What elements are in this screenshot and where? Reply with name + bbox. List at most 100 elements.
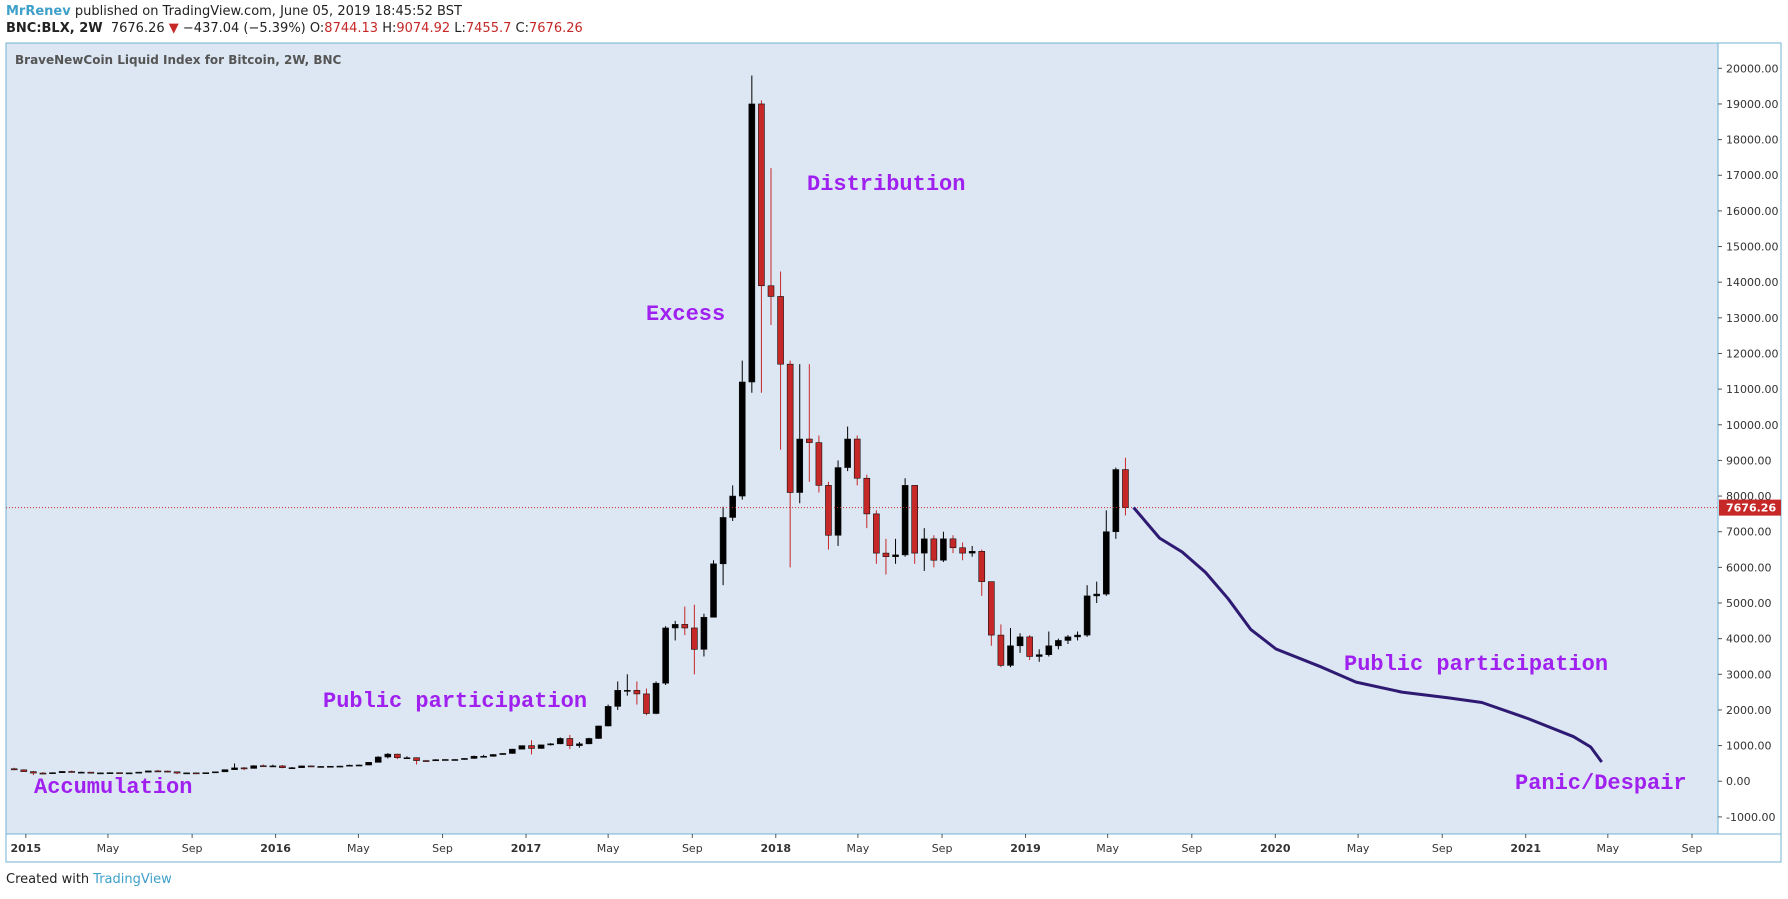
x-tick-label: May xyxy=(347,842,370,855)
candle-body xyxy=(882,552,890,557)
y-tick-label: -1000.00 xyxy=(1726,811,1775,824)
candle-body xyxy=(336,765,344,768)
candle-body xyxy=(307,765,315,768)
symbol: BNC:BLX, 2W xyxy=(6,21,103,36)
arrow: ▼ xyxy=(168,21,179,36)
candle-body xyxy=(796,438,804,493)
candle-body xyxy=(595,725,602,739)
annotation: Excess xyxy=(646,302,725,327)
ohlc-value: 8744.13 xyxy=(324,21,379,36)
candle-body xyxy=(988,581,995,636)
candle-body xyxy=(173,771,181,774)
y-tick-label: 5000.00 xyxy=(1726,597,1772,610)
created-with: Created with xyxy=(6,872,90,887)
x-tick-label: 2021 xyxy=(1510,842,1541,855)
candle-body xyxy=(892,554,899,557)
candle-body xyxy=(681,624,689,629)
y-tick-label: 20000.00 xyxy=(1726,62,1779,75)
candle-body xyxy=(786,363,794,493)
y-tick-label: 9000.00 xyxy=(1726,454,1772,467)
candle-body xyxy=(920,538,928,554)
candle-body xyxy=(269,765,277,768)
candle-body xyxy=(1035,654,1043,657)
candle-body xyxy=(1064,636,1072,641)
candle-body xyxy=(834,467,842,536)
candle-body xyxy=(20,769,28,772)
candle-body xyxy=(566,738,574,746)
y-tick-label: 0.00 xyxy=(1726,775,1751,788)
candle-body xyxy=(145,770,152,773)
candle-body xyxy=(700,616,708,650)
candle-body xyxy=(949,538,957,549)
candle-body xyxy=(968,551,976,554)
candle-body xyxy=(767,285,775,297)
x-tick-label: May xyxy=(1347,842,1370,855)
x-tick-label: May xyxy=(97,842,120,855)
candle-body xyxy=(815,442,823,486)
candle-body xyxy=(719,517,727,565)
candle-body xyxy=(604,706,612,727)
candle-body xyxy=(259,765,267,768)
candle-body xyxy=(911,485,918,554)
candle-body xyxy=(978,551,986,582)
candle-body xyxy=(738,381,746,497)
projection-line xyxy=(1132,506,1603,763)
annotation: Distribution xyxy=(807,172,965,197)
candle-body xyxy=(154,770,162,773)
ohlc-value: 7676.26 xyxy=(529,21,583,36)
candle-body xyxy=(863,477,871,515)
candle-body xyxy=(556,738,564,745)
ohlc-value: 9074.92 xyxy=(396,21,451,36)
x-tick-label: May xyxy=(1096,842,1119,855)
candle-body xyxy=(710,563,717,618)
price-axis xyxy=(1717,42,1782,835)
ohlc-label: C: xyxy=(515,21,529,36)
candle-body xyxy=(202,772,210,774)
candle-body xyxy=(671,624,679,629)
annotation: Public participation xyxy=(323,689,587,714)
y-tick-label: 15000.00 xyxy=(1726,241,1779,254)
change: −437.04 (−5.39%) xyxy=(182,21,306,36)
y-tick-label: 3000.00 xyxy=(1726,668,1772,681)
y-tick-label: 7000.00 xyxy=(1726,526,1772,539)
published: published on TradingView.com, June 05, 2… xyxy=(74,4,462,19)
candle-body xyxy=(30,771,37,774)
candle-body xyxy=(691,627,698,650)
candle-body xyxy=(1102,531,1110,595)
x-tick-label: 2016 xyxy=(260,842,291,855)
candle-body xyxy=(777,296,784,365)
annotation: Public participation xyxy=(1344,652,1608,677)
candle-body xyxy=(1074,634,1081,638)
candle-body xyxy=(317,766,325,768)
candle-body xyxy=(806,438,813,443)
author[interactable]: MrRenev xyxy=(6,4,71,19)
candle-body xyxy=(106,772,114,774)
candle-body xyxy=(729,495,736,518)
candle-body xyxy=(422,760,430,762)
x-tick-label: 2020 xyxy=(1260,842,1291,855)
brand[interactable]: TradingView xyxy=(93,872,172,887)
candle-body xyxy=(853,438,861,479)
x-tick-label: May xyxy=(847,842,870,855)
candle-body xyxy=(298,765,305,768)
candle-body xyxy=(614,690,622,707)
candle-body xyxy=(374,756,382,763)
x-tick-label: Sep xyxy=(1181,842,1202,855)
candle-body xyxy=(758,103,765,287)
candle-body xyxy=(652,682,660,714)
candle-body xyxy=(509,748,516,754)
candle-body xyxy=(394,753,401,759)
candle-body xyxy=(662,627,669,684)
time-axis xyxy=(5,833,1782,863)
chart-title: BraveNewCoin Liquid Index for Bitcoin, 2… xyxy=(15,53,342,67)
candle-body xyxy=(537,744,545,749)
candle-body xyxy=(940,538,947,561)
x-tick-label: 2018 xyxy=(760,842,791,855)
y-tick-label: 2000.00 xyxy=(1726,704,1772,717)
y-tick-label: 12000.00 xyxy=(1726,347,1779,360)
candle-body xyxy=(77,771,85,774)
candle-body xyxy=(1122,469,1129,508)
candle-body xyxy=(480,755,487,758)
candle-body xyxy=(403,757,411,760)
candle-body xyxy=(135,771,143,774)
